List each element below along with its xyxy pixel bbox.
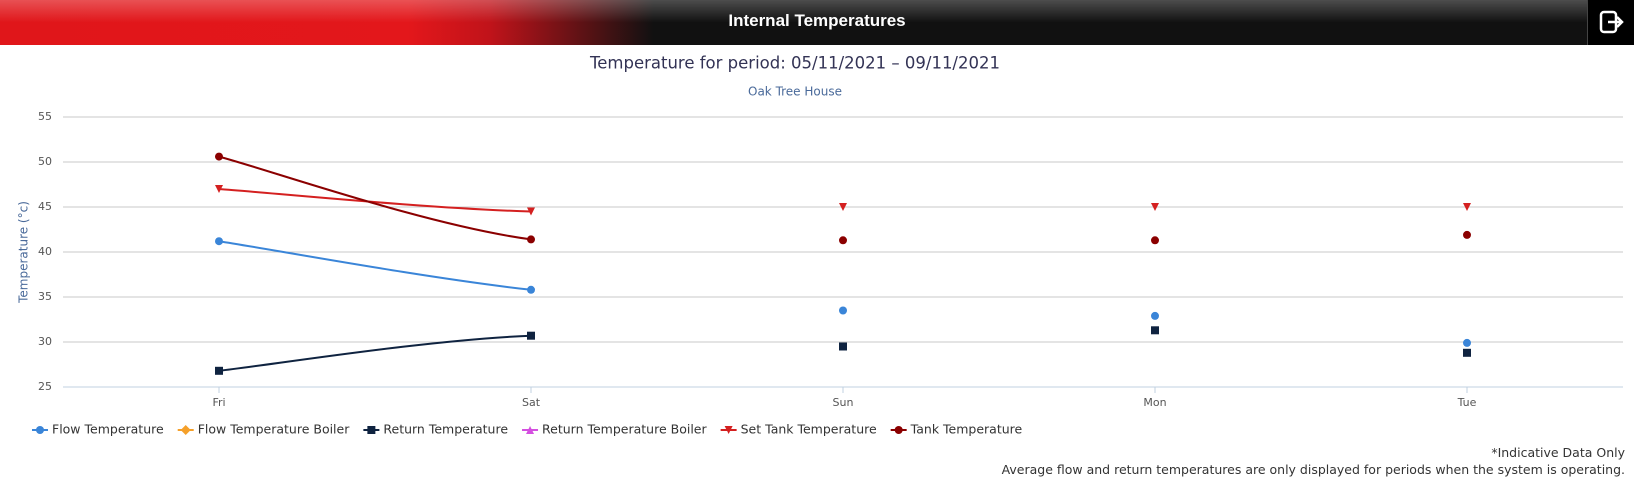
y-tick-label: 25 <box>38 380 52 393</box>
series-line <box>218 188 532 213</box>
y-axis-label: Temperature (°c) <box>17 201 31 304</box>
data-point <box>839 203 847 211</box>
legend-marker <box>36 426 44 434</box>
legend-label: Set Tank Temperature <box>741 422 877 437</box>
legend-item: Flow Temperature Boiler <box>177 422 351 437</box>
x-tick-label: Sun <box>833 396 854 409</box>
note: *Indicative Data Only <box>1491 445 1625 460</box>
header-bar: Internal Temperatures <box>0 0 1634 45</box>
data-point <box>1151 311 1159 320</box>
chart-subtitle: Oak Tree House <box>748 85 842 99</box>
data-point <box>1463 230 1471 239</box>
data-point <box>527 285 535 294</box>
legend-item: Return Temperature Boiler <box>522 422 707 437</box>
y-tick-label: 50 <box>38 155 52 168</box>
x-tick-label: Fri <box>212 396 225 409</box>
data-point <box>215 366 223 375</box>
y-tick-label: 55 <box>38 110 52 123</box>
legend-label: Return Temperature <box>383 422 508 437</box>
data-point <box>1463 338 1471 347</box>
data-point <box>1151 203 1159 211</box>
legend-item: Return Temperature <box>363 422 508 437</box>
data-point <box>1151 236 1159 245</box>
data-point <box>1151 326 1159 335</box>
legend-item: Set Tank Temperature <box>720 422 877 437</box>
legend-label: Flow Temperature <box>52 422 164 437</box>
legend-item: Tank Temperature <box>890 422 1023 437</box>
x-tick-label: Sat <box>522 396 541 409</box>
series-line <box>218 240 532 291</box>
data-point <box>1463 203 1471 211</box>
x-tick-label: Tue <box>1457 396 1477 409</box>
data-point <box>839 236 847 245</box>
y-tick-label: 30 <box>38 335 52 348</box>
x-tick-label: Mon <box>1143 396 1166 409</box>
header-title: Internal Temperatures <box>728 11 906 30</box>
data-point <box>215 152 223 161</box>
legend-marker <box>894 426 903 434</box>
logout-button[interactable] <box>1587 0 1634 45</box>
data-point <box>1463 348 1471 357</box>
legend-marker <box>367 426 376 434</box>
data-point <box>215 237 223 246</box>
data-point <box>839 342 847 351</box>
chart-title: Temperature for period: 05/11/2021 – 09/… <box>589 54 1000 73</box>
legend-label: Return Temperature Boiler <box>542 422 707 437</box>
legend-marker <box>526 426 535 434</box>
chart: Temperature for period: 05/11/2021 – 09/… <box>17 54 1623 437</box>
series-line <box>218 334 532 372</box>
legend-item: Flow Temperature <box>32 422 164 437</box>
legend-marker <box>180 425 191 435</box>
data-point <box>527 207 535 216</box>
data-point <box>215 185 223 193</box>
legend-label: Tank Temperature <box>910 422 1023 437</box>
note: Average flow and return temperatures are… <box>1001 462 1625 477</box>
legend-marker <box>724 426 733 434</box>
data-point <box>527 331 535 340</box>
y-tick-label: 40 <box>38 245 52 258</box>
logout-icon <box>1599 10 1624 34</box>
y-tick-label: 45 <box>38 200 52 213</box>
legend-label: Flow Temperature Boiler <box>198 422 351 437</box>
y-tick-label: 35 <box>38 290 52 303</box>
data-point <box>527 235 535 244</box>
data-point <box>839 306 847 315</box>
series-line <box>218 155 532 241</box>
